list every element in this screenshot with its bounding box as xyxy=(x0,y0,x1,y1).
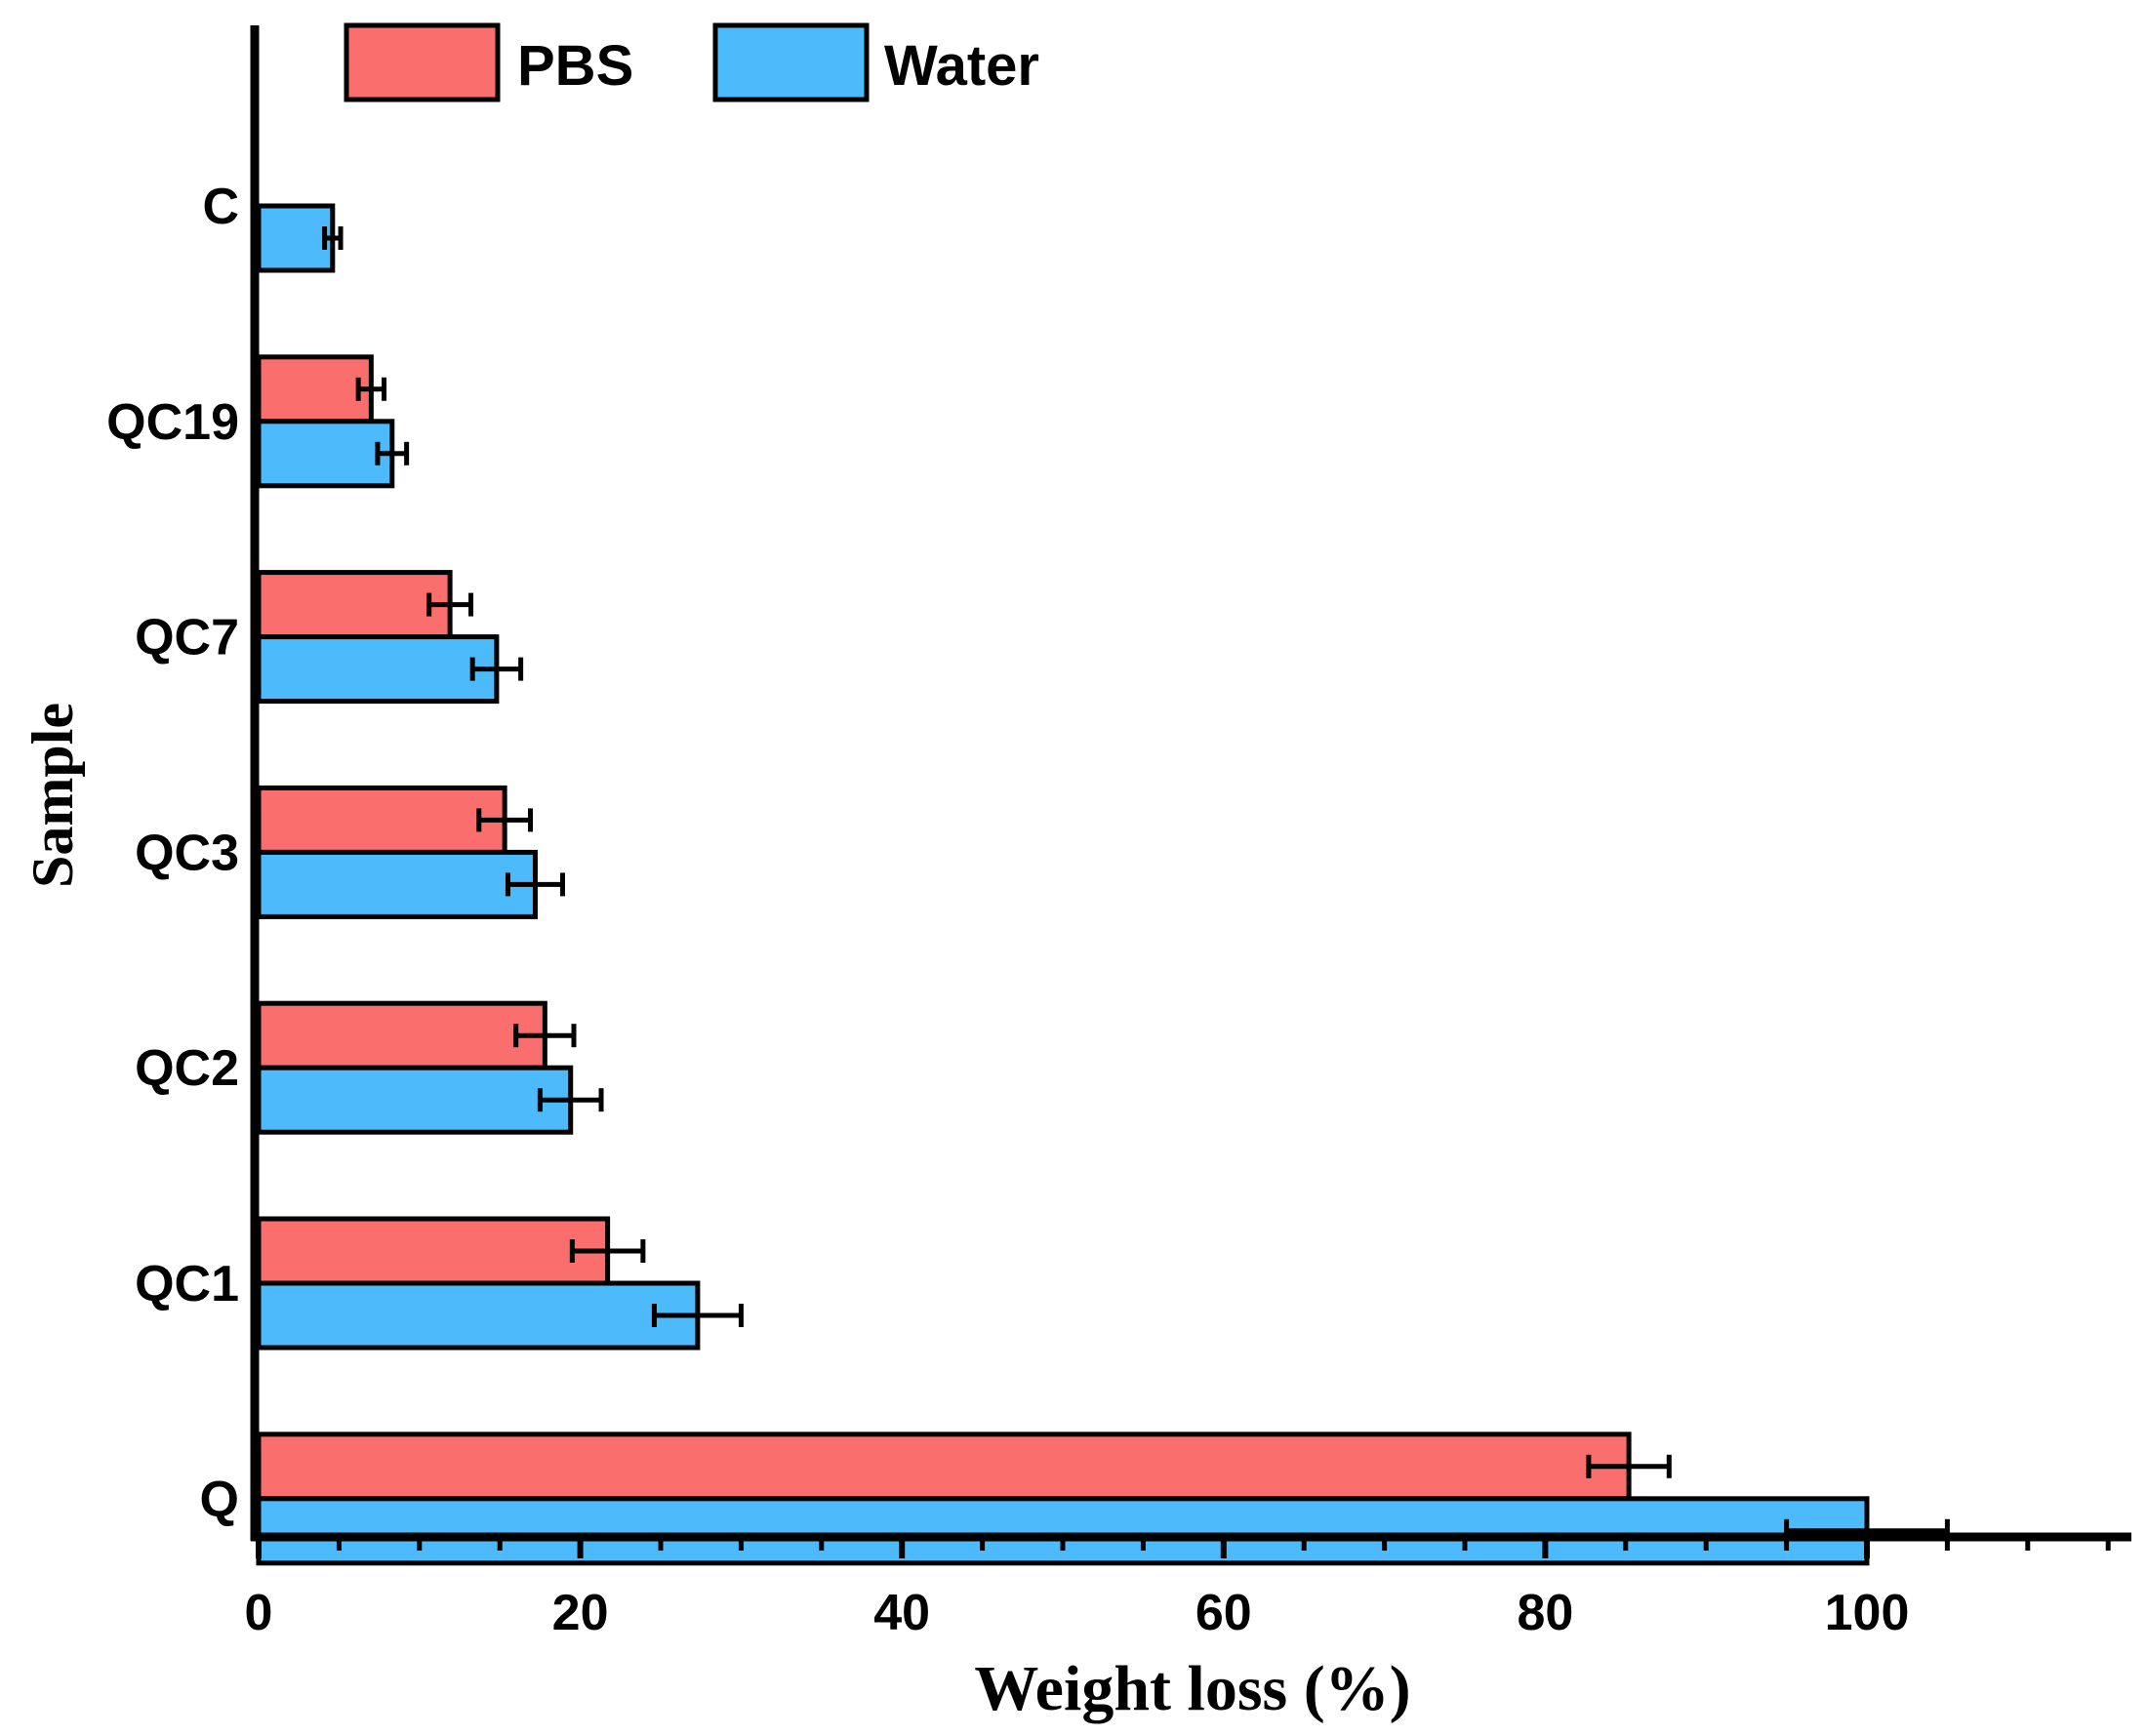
y-tick-label: QC7 xyxy=(135,610,239,666)
bar-water xyxy=(256,1496,1870,1566)
error-bar-pbs xyxy=(476,808,534,832)
bar-pbs xyxy=(256,354,374,424)
x-axis-title: Weight loss (%) xyxy=(974,1653,1410,1724)
legend-swatch-water xyxy=(712,22,870,102)
x-tick-label: 20 xyxy=(552,1585,609,1641)
bar-water xyxy=(256,203,336,273)
bar-water xyxy=(256,419,395,489)
error-bar-pbs xyxy=(569,1239,646,1263)
y-tick-label: QC1 xyxy=(135,1256,239,1312)
x-tick-label: 80 xyxy=(1517,1585,1573,1641)
error-bar-pbs xyxy=(426,592,474,617)
error-bar-water xyxy=(505,872,565,897)
bar-water xyxy=(256,849,538,919)
error-bar-water xyxy=(469,657,524,681)
x-ticks-layer: 0 20 40 60 80 100 xyxy=(245,1537,2111,1641)
y-tick-label: QC3 xyxy=(135,825,239,881)
x-tick-label: 100 xyxy=(1825,1585,1910,1641)
legend-label-pbs: PBS xyxy=(517,34,633,98)
y-tick-label: QC2 xyxy=(135,1040,239,1097)
error-bar-water xyxy=(651,1304,744,1327)
bar-pbs xyxy=(256,1000,547,1070)
y-ticks-layer: C QC19 QC7 QC3 QC2 QC1 Q xyxy=(106,179,239,1528)
y-tick-label: Q xyxy=(200,1472,239,1528)
error-bar-pbs xyxy=(513,1024,577,1048)
x-tick-label: 40 xyxy=(873,1585,930,1641)
error-bar-pbs xyxy=(1586,1454,1672,1478)
bar-pbs xyxy=(256,1216,611,1286)
y-axis-title: Sample xyxy=(20,703,85,888)
x-tick-label: 0 xyxy=(245,1585,273,1641)
bar-pbs xyxy=(256,785,507,855)
error-bar-water xyxy=(375,441,410,465)
legend-label-water: Water xyxy=(884,34,1039,98)
bar-water xyxy=(256,1065,574,1135)
legend: PBS Water xyxy=(344,22,1039,102)
y-tick-label: QC19 xyxy=(106,394,239,451)
bar-pbs xyxy=(256,1432,1632,1502)
error-bar-water xyxy=(322,226,344,250)
y-tick-label: C xyxy=(202,179,239,235)
bar-water xyxy=(256,1280,701,1351)
error-bar-water xyxy=(537,1088,604,1112)
bar-pbs xyxy=(256,570,453,640)
bars-layer xyxy=(256,203,1870,1566)
bar-water xyxy=(256,634,500,705)
error-bar-pbs xyxy=(355,377,387,401)
x-tick-label: 60 xyxy=(1195,1585,1252,1641)
legend-swatch-pbs xyxy=(344,22,501,102)
